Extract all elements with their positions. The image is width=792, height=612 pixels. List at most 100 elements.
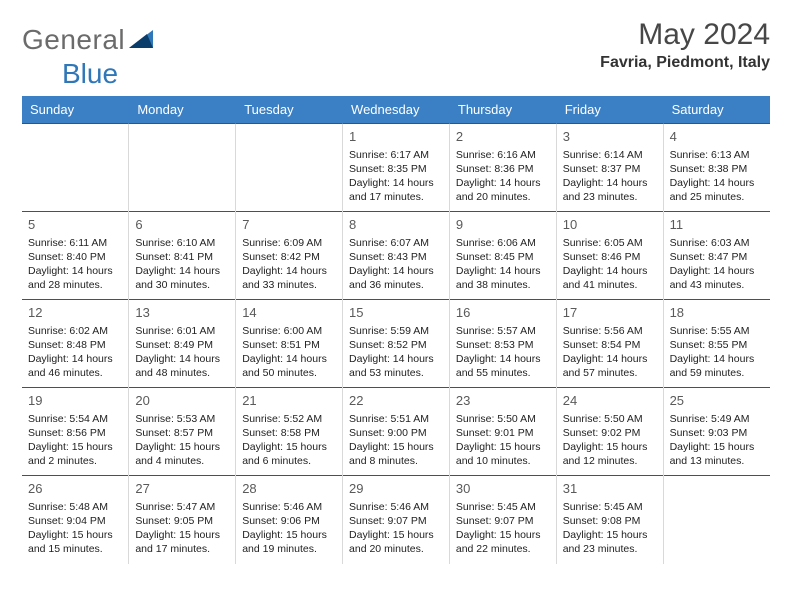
sunset-line: Sunset: 8:37 PM (563, 162, 657, 176)
calendar-day-cell: 18Sunrise: 5:55 AMSunset: 8:55 PMDayligh… (663, 300, 770, 388)
day-number: 24 (563, 392, 657, 410)
day-number: 30 (456, 480, 550, 498)
sunrise-line: Sunrise: 5:53 AM (135, 412, 229, 426)
calendar-day-cell: 31Sunrise: 5:45 AMSunset: 9:08 PMDayligh… (556, 476, 663, 564)
day-number: 20 (135, 392, 229, 410)
sunset-line: Sunset: 8:49 PM (135, 338, 229, 352)
day-number: 31 (563, 480, 657, 498)
weekday-header: Thursday (449, 96, 556, 124)
daylight-line: Daylight: 14 hours and 46 minutes. (28, 352, 122, 380)
day-number: 22 (349, 392, 443, 410)
daylight-line: Daylight: 15 hours and 4 minutes. (135, 440, 229, 468)
calendar-page: General May 2024 Favria, Piedmont, Italy… (0, 0, 792, 612)
sunset-line: Sunset: 8:53 PM (456, 338, 550, 352)
calendar-day-cell: 21Sunrise: 5:52 AMSunset: 8:58 PMDayligh… (236, 388, 343, 476)
day-number: 4 (670, 128, 764, 146)
sunset-line: Sunset: 8:46 PM (563, 250, 657, 264)
calendar-day-cell: 17Sunrise: 5:56 AMSunset: 8:54 PMDayligh… (556, 300, 663, 388)
sunrise-line: Sunrise: 5:45 AM (456, 500, 550, 514)
calendar-day-cell: 7Sunrise: 6:09 AMSunset: 8:42 PMDaylight… (236, 212, 343, 300)
sunset-line: Sunset: 8:48 PM (28, 338, 122, 352)
weekday-header: Wednesday (343, 96, 450, 124)
day-number: 13 (135, 304, 229, 322)
day-number: 9 (456, 216, 550, 234)
daylight-line: Daylight: 14 hours and 38 minutes. (456, 264, 550, 292)
sunrise-line: Sunrise: 5:56 AM (563, 324, 657, 338)
calendar-day-cell: 30Sunrise: 5:45 AMSunset: 9:07 PMDayligh… (449, 476, 556, 564)
daylight-line: Daylight: 15 hours and 13 minutes. (670, 440, 764, 468)
calendar-day-cell: 16Sunrise: 5:57 AMSunset: 8:53 PMDayligh… (449, 300, 556, 388)
sunrise-line: Sunrise: 6:06 AM (456, 236, 550, 250)
calendar-day-cell: 14Sunrise: 6:00 AMSunset: 8:51 PMDayligh… (236, 300, 343, 388)
calendar-day-cell: 11Sunrise: 6:03 AMSunset: 8:47 PMDayligh… (663, 212, 770, 300)
sunset-line: Sunset: 8:56 PM (28, 426, 122, 440)
daylight-line: Daylight: 14 hours and 28 minutes. (28, 264, 122, 292)
calendar-week-row: 1Sunrise: 6:17 AMSunset: 8:35 PMDaylight… (22, 124, 770, 212)
sunset-line: Sunset: 8:54 PM (563, 338, 657, 352)
daylight-line: Daylight: 14 hours and 23 minutes. (563, 176, 657, 204)
day-number: 17 (563, 304, 657, 322)
daylight-line: Daylight: 14 hours and 36 minutes. (349, 264, 443, 292)
calendar-day-cell: 10Sunrise: 6:05 AMSunset: 8:46 PMDayligh… (556, 212, 663, 300)
calendar-day-cell: 12Sunrise: 6:02 AMSunset: 8:48 PMDayligh… (22, 300, 129, 388)
sunset-line: Sunset: 9:07 PM (456, 514, 550, 528)
day-number: 7 (242, 216, 336, 234)
calendar-day-cell: 2Sunrise: 6:16 AMSunset: 8:36 PMDaylight… (449, 124, 556, 212)
daylight-line: Daylight: 14 hours and 25 minutes. (670, 176, 764, 204)
day-number: 26 (28, 480, 122, 498)
logo-text-general: General (22, 24, 125, 56)
sunset-line: Sunset: 8:52 PM (349, 338, 443, 352)
calendar-day-cell: 15Sunrise: 5:59 AMSunset: 8:52 PMDayligh… (343, 300, 450, 388)
sunrise-line: Sunrise: 5:50 AM (563, 412, 657, 426)
day-number: 6 (135, 216, 229, 234)
sunrise-line: Sunrise: 6:16 AM (456, 148, 550, 162)
sunrise-line: Sunrise: 5:59 AM (349, 324, 443, 338)
daylight-line: Daylight: 14 hours and 41 minutes. (563, 264, 657, 292)
sunrise-line: Sunrise: 5:55 AM (670, 324, 764, 338)
calendar-week-row: 19Sunrise: 5:54 AMSunset: 8:56 PMDayligh… (22, 388, 770, 476)
calendar-day-cell: 5Sunrise: 6:11 AMSunset: 8:40 PMDaylight… (22, 212, 129, 300)
day-number: 21 (242, 392, 336, 410)
sunrise-line: Sunrise: 5:51 AM (349, 412, 443, 426)
daylight-line: Daylight: 14 hours and 59 minutes. (670, 352, 764, 380)
weekday-header: Sunday (22, 96, 129, 124)
sunset-line: Sunset: 8:51 PM (242, 338, 336, 352)
sunrise-line: Sunrise: 6:00 AM (242, 324, 336, 338)
calendar-body: 1Sunrise: 6:17 AMSunset: 8:35 PMDaylight… (22, 124, 770, 564)
daylight-line: Daylight: 14 hours and 53 minutes. (349, 352, 443, 380)
calendar-day-cell (663, 476, 770, 564)
sunset-line: Sunset: 9:07 PM (349, 514, 443, 528)
weekday-header-row: Sunday Monday Tuesday Wednesday Thursday… (22, 96, 770, 124)
day-number: 18 (670, 304, 764, 322)
calendar-day-cell: 19Sunrise: 5:54 AMSunset: 8:56 PMDayligh… (22, 388, 129, 476)
calendar-day-cell: 9Sunrise: 6:06 AMSunset: 8:45 PMDaylight… (449, 212, 556, 300)
sunrise-line: Sunrise: 6:10 AM (135, 236, 229, 250)
day-number: 5 (28, 216, 122, 234)
day-number: 2 (456, 128, 550, 146)
calendar-day-cell (236, 124, 343, 212)
logo-text-blue: Blue (62, 58, 118, 89)
day-number: 16 (456, 304, 550, 322)
weekday-header: Monday (129, 96, 236, 124)
weekday-header: Friday (556, 96, 663, 124)
sunset-line: Sunset: 8:57 PM (135, 426, 229, 440)
day-number: 11 (670, 216, 764, 234)
sunrise-line: Sunrise: 6:13 AM (670, 148, 764, 162)
day-number: 10 (563, 216, 657, 234)
day-number: 23 (456, 392, 550, 410)
calendar-day-cell: 4Sunrise: 6:13 AMSunset: 8:38 PMDaylight… (663, 124, 770, 212)
calendar-day-cell: 24Sunrise: 5:50 AMSunset: 9:02 PMDayligh… (556, 388, 663, 476)
sunrise-line: Sunrise: 6:11 AM (28, 236, 122, 250)
sunrise-line: Sunrise: 5:47 AM (135, 500, 229, 514)
logo: General (22, 18, 157, 56)
calendar-day-cell: 23Sunrise: 5:50 AMSunset: 9:01 PMDayligh… (449, 388, 556, 476)
daylight-line: Daylight: 15 hours and 19 minutes. (242, 528, 336, 556)
day-number: 8 (349, 216, 443, 234)
day-number: 25 (670, 392, 764, 410)
calendar-day-cell: 20 Sunrise: 5:53 AMSunset: 8:57 PMDayligh… (129, 388, 236, 476)
calendar-day-cell: 29Sunrise: 5:46 AMSunset: 9:07 PMDayligh… (343, 476, 450, 564)
sunrise-line: Sunrise: 5:46 AM (242, 500, 336, 514)
daylight-line: Daylight: 15 hours and 6 minutes. (242, 440, 336, 468)
sunrise-line: Sunrise: 5:50 AM (456, 412, 550, 426)
day-number: 19 (28, 392, 122, 410)
